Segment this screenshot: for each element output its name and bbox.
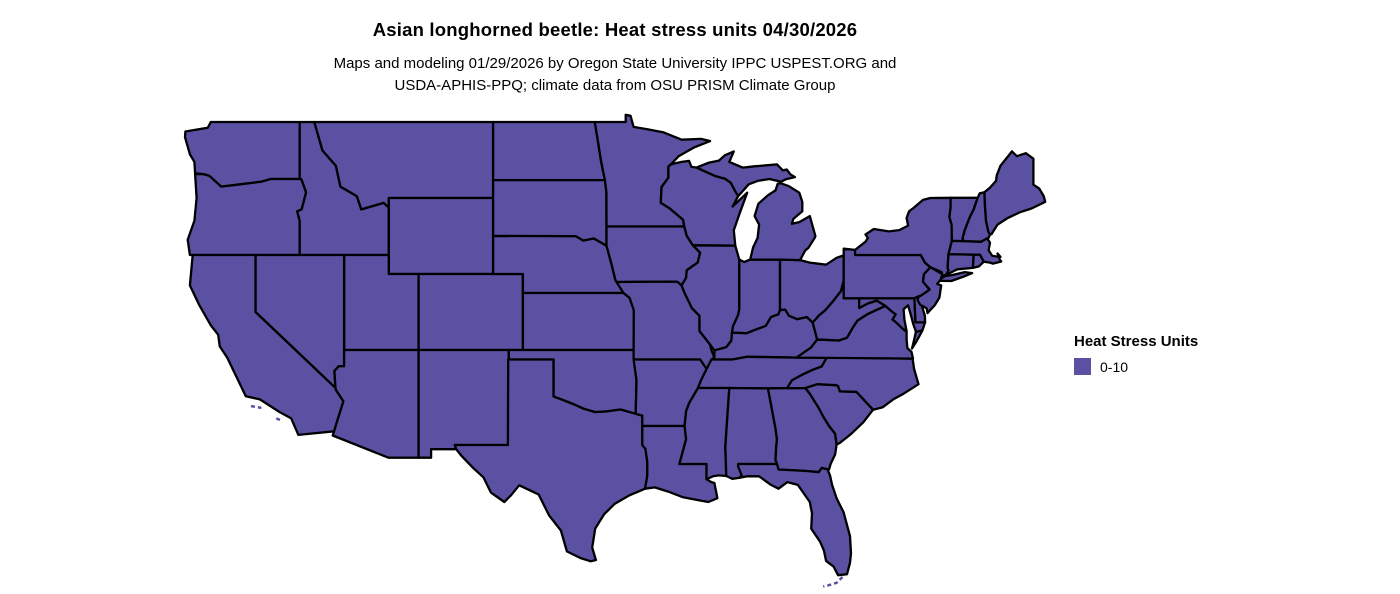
state-tx xyxy=(453,358,649,563)
legend-item: 0-10 xyxy=(1074,358,1198,375)
map-header: Asian longhorned beetle: Heat stress uni… xyxy=(0,19,1230,97)
legend-swatch xyxy=(1074,358,1091,375)
state-ks xyxy=(521,291,636,352)
state-me xyxy=(983,150,1047,236)
coastal-islands-fragment xyxy=(275,417,282,422)
state-wy xyxy=(387,196,495,276)
legend: Heat Stress Units 0-10 xyxy=(1074,333,1198,375)
state-co xyxy=(417,272,525,352)
state-az xyxy=(331,348,420,459)
state-va_shore xyxy=(910,329,924,350)
page-title: Asian longhorned beetle: Heat stress uni… xyxy=(372,19,858,40)
state-mi xyxy=(749,182,817,262)
map-subtitle: Maps and modeling 01/29/2026 by Oregon S… xyxy=(0,53,1230,97)
state-or xyxy=(186,172,308,257)
state-nd xyxy=(491,120,607,182)
state-nc xyxy=(785,356,920,411)
coastal-islands-fragment xyxy=(822,576,844,588)
state-md xyxy=(858,297,927,334)
legend-item-label: 0-10 xyxy=(1100,358,1129,375)
state-mi_up xyxy=(695,150,797,198)
legend-title: Heat Stress Units xyxy=(1074,333,1199,350)
state-fl xyxy=(737,462,853,577)
state-nm xyxy=(417,348,510,459)
subtitle-line-2: USDA-APHIS-PPQ; climate data from OSU PR… xyxy=(394,77,836,94)
subtitle-line-1: Maps and modeling 01/29/2026 by Oregon S… xyxy=(333,55,897,72)
coastal-islands-fragment xyxy=(250,404,262,410)
state-nj xyxy=(916,266,944,315)
